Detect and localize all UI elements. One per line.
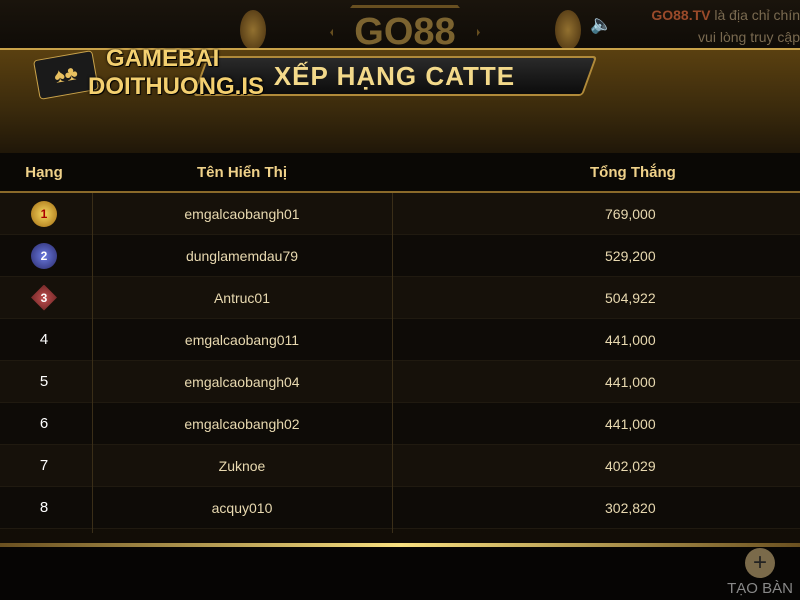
divider xyxy=(0,543,800,547)
player-name: emgalcaobangh01 xyxy=(184,205,300,222)
total-wins: 402,029 xyxy=(605,457,656,474)
rank-medal-icon: 2 xyxy=(31,242,57,269)
player-name: emgalcaobangh04 xyxy=(184,373,300,390)
total-wins: 302,820 xyxy=(605,499,656,516)
lantern-icon xyxy=(240,10,266,50)
player-name: Antruc01 xyxy=(213,289,271,306)
rank-cell: 8 xyxy=(39,499,49,516)
rank-cell: 7 xyxy=(39,457,49,474)
plus-icon: + xyxy=(745,548,775,578)
speaker-icon[interactable]: 🔈 xyxy=(590,14,613,34)
table-row[interactable]: 6 emgalcaobangh02 441,000 xyxy=(0,403,800,445)
total-wins: 441,000 xyxy=(605,373,656,390)
watermark-logo: ♠♣ GAMEBAI DOITHUONG.IS xyxy=(32,45,264,105)
table-row[interactable]: 5 emgalcaobangh04 441,000 xyxy=(0,361,800,403)
page-title: XẾP HẠNG CATTE xyxy=(274,60,516,91)
player-name: dunglamemdau79 xyxy=(185,247,299,264)
lobby-tables xyxy=(0,547,800,600)
table-row[interactable]: 4 emgalcaobang011 441,000 xyxy=(0,319,800,361)
create-table-button[interactable]: + TẠO BÀN xyxy=(720,548,800,597)
logo-line1: GAMEBAI xyxy=(106,45,220,72)
player-name: emgalcaobangh02 xyxy=(184,415,300,432)
table-row[interactable]: 8 acquy010 302,820 xyxy=(0,487,800,529)
total-wins: 441,000 xyxy=(605,331,656,348)
player-name: emgalcaobang011 xyxy=(184,331,300,348)
notice-text-2: vui lòng truy cập xyxy=(698,29,800,45)
player-name: Zuknoe xyxy=(218,457,266,474)
notice-text: là địa chỉ chín xyxy=(710,7,800,23)
create-table-label: TẠO BÀN xyxy=(727,580,793,597)
rank-cell: 4 xyxy=(39,331,49,348)
player-name: acquy010 xyxy=(211,499,273,516)
table-row[interactable]: 1 emgalcaobangh01 769,000 xyxy=(0,193,800,235)
col-name: Tên Hiển Thị xyxy=(197,163,287,181)
rank-cell: 1 xyxy=(0,193,88,234)
divider xyxy=(92,193,93,533)
rank-cell: 3 xyxy=(0,277,88,318)
rank-medal-icon: 1 xyxy=(31,200,57,227)
total-wins: 769,000 xyxy=(605,205,656,222)
col-rank: Hạng xyxy=(25,163,63,181)
table-row[interactable]: 3 Antruc01 504,922 xyxy=(0,277,800,319)
rank-cell: 2 xyxy=(0,235,88,276)
rank-medal-icon: 3 xyxy=(31,284,57,311)
total-wins: 529,200 xyxy=(605,247,656,264)
notice-brand: GO88.TV xyxy=(651,7,711,23)
table-header: Hạng Tên Hiển Thị Tổng Thắng xyxy=(0,153,800,193)
total-wins: 441,000 xyxy=(605,415,656,432)
rank-cell: 6 xyxy=(39,415,49,432)
table-row[interactable]: 2 dunglamemdau79 529,200 xyxy=(0,235,800,277)
lantern-icon xyxy=(555,10,581,50)
table-row[interactable]: 7 Zuknoe 402,029 xyxy=(0,445,800,487)
divider xyxy=(392,193,393,533)
notice-marquee: GO88.TV là địa chỉ chín vui lòng truy cập xyxy=(620,4,800,48)
col-total: Tổng Thắng xyxy=(590,163,676,181)
logo-line2: DOITHUONG.IS xyxy=(88,73,265,100)
total-wins: 504,922 xyxy=(605,289,656,306)
leaderboard-list[interactable]: 1 emgalcaobangh01 769,000 2 dunglamemdau79 52… xyxy=(0,193,800,533)
rank-cell: 5 xyxy=(39,373,49,390)
